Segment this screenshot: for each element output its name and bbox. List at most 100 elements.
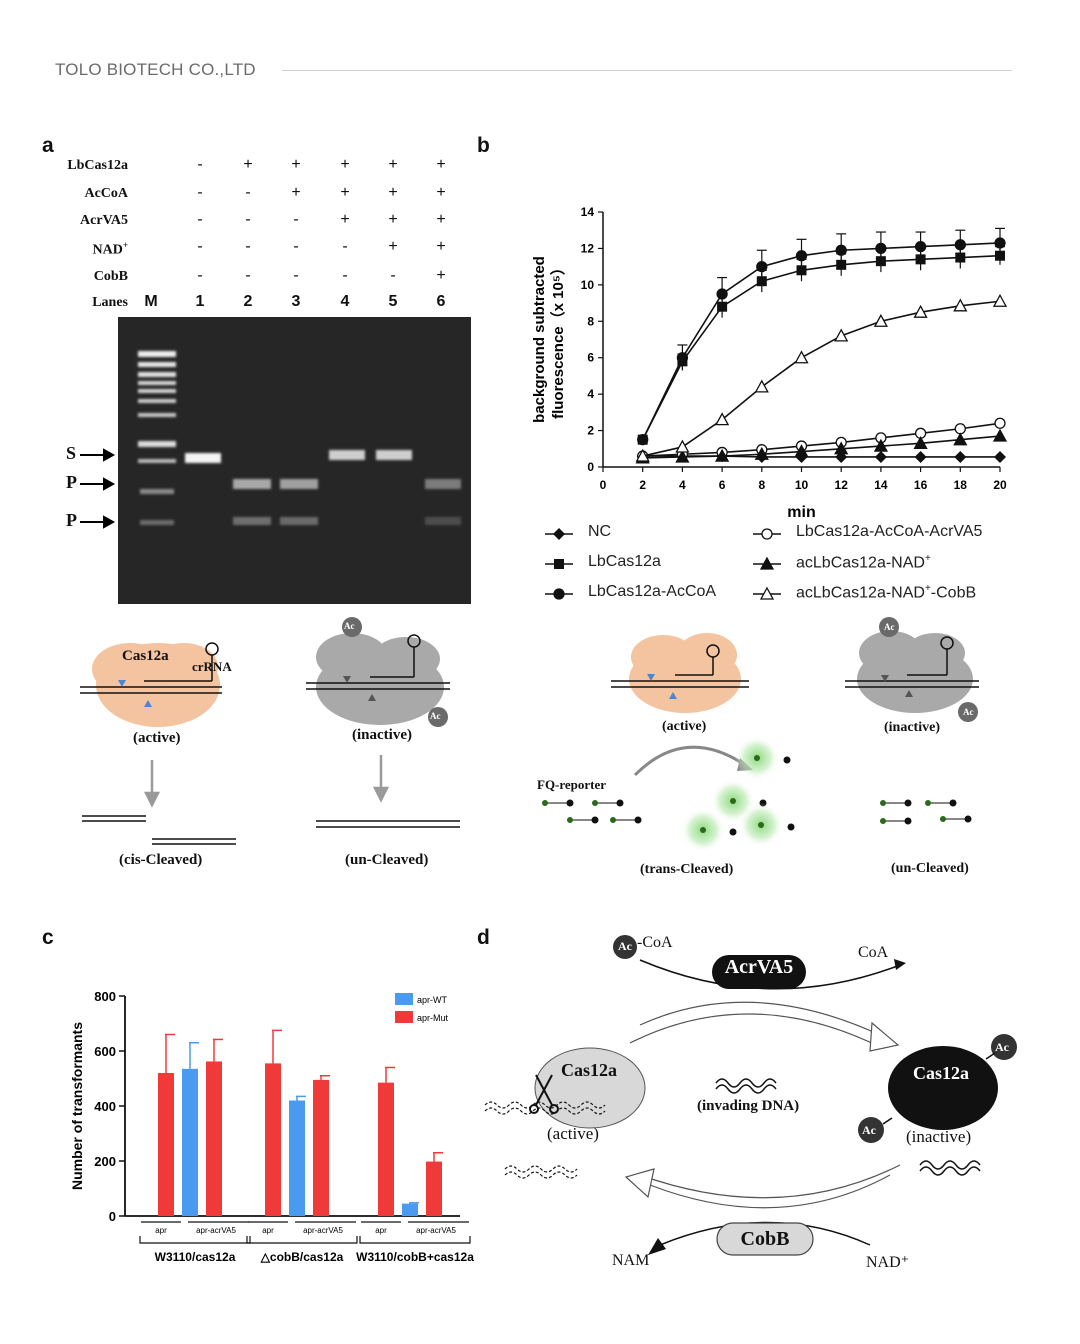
- row-label-4: CobB: [93, 269, 128, 284]
- active-label-a: (active): [133, 730, 181, 746]
- y-axis-title-line2: fluorescence（x 10⁵）: [549, 260, 567, 419]
- cond-2-2: -: [293, 211, 299, 228]
- legend-swatch: [395, 993, 413, 1005]
- cond-1-5: +: [436, 184, 446, 201]
- crrna-label: crRNA: [192, 659, 232, 674]
- x-tick-label: 0: [600, 478, 607, 492]
- cond-3-3: -: [342, 238, 348, 255]
- cond-1-4: +: [388, 184, 398, 201]
- cond-1-1: -: [245, 184, 251, 201]
- data-point: [953, 298, 968, 312]
- y-tick-label: 0: [109, 1209, 116, 1224]
- legend-label-aclbcas12a-nad-cobb: acLbCas12a-NAD+-CobB: [796, 583, 977, 602]
- fq-reporters: [542, 736, 972, 852]
- sample-bands: [185, 450, 461, 525]
- x-tick-label: 10: [795, 478, 809, 492]
- bar: [158, 1073, 174, 1216]
- x-tick-label: 18: [954, 478, 968, 492]
- lanes-label: Lanes: [92, 295, 128, 310]
- row-label-3: NAD+: [92, 240, 128, 258]
- data-point: [834, 441, 849, 455]
- lane-4: 4: [340, 293, 350, 310]
- marker-arrows: [80, 448, 116, 529]
- data-point: [992, 428, 1008, 442]
- data-point: [914, 240, 927, 253]
- panel-b-label: b: [477, 134, 490, 157]
- cond-4-5: +: [436, 267, 446, 284]
- panel-d-label: d: [477, 926, 490, 949]
- x-tick-label: 12: [835, 478, 849, 492]
- cond-4-4: -: [390, 267, 396, 284]
- bar: [402, 1203, 418, 1216]
- cond-4-1: -: [245, 267, 251, 284]
- cas12a-label-a: Cas12a: [122, 648, 169, 664]
- data-point: [716, 288, 728, 300]
- superscript: +: [924, 553, 931, 564]
- subgroup-label: apr-acrVA5: [416, 1226, 456, 1235]
- y-tick-label: 12: [581, 241, 595, 255]
- ac-badge-d3: Ac: [862, 1123, 876, 1137]
- ac-badge-d1: Ac: [618, 939, 632, 953]
- legend-label-lbcas12a-accoa-acrva5: LbCas12a-AcCoA-AcrVA5: [796, 523, 983, 540]
- data-point: [874, 450, 887, 463]
- cobb-label: CobB: [740, 1228, 790, 1250]
- un-cleaved-label-b: (un-Cleaved): [891, 861, 969, 876]
- cobb-pill: [716, 1222, 814, 1256]
- cond-2-3: +: [340, 211, 350, 228]
- marker-ladder: [138, 351, 176, 525]
- superscript: +: [924, 583, 931, 594]
- active-label-d: (active): [547, 1124, 599, 1143]
- cond-0-2: +: [291, 156, 301, 173]
- data-point: [913, 304, 928, 318]
- bar: [206, 1061, 222, 1216]
- subgroup-label: apr-acrVA5: [303, 1226, 343, 1235]
- y-axis-title-line1: background subtracted: [531, 256, 548, 423]
- x-tick-label: 16: [914, 478, 928, 492]
- cas12a-inactive-label-d: Cas12a: [913, 1063, 970, 1083]
- data-point: [994, 237, 1006, 249]
- cas12a-active-label-d: Cas12a: [561, 1060, 618, 1080]
- marker-p2: P: [66, 510, 77, 530]
- data-point: [954, 239, 966, 251]
- bar: [289, 1100, 305, 1216]
- group-bracket: [359, 1236, 471, 1244]
- acrva5-label: AcrVA5: [724, 956, 794, 978]
- data-point: [795, 250, 808, 262]
- gel-image: [118, 317, 471, 604]
- data-point: [914, 450, 927, 463]
- lane-1: 1: [195, 293, 205, 310]
- data-point: [913, 435, 928, 449]
- y-tick-label: 0: [587, 460, 594, 474]
- marker-s: S: [66, 443, 77, 463]
- ac-badge-b1: Ac: [884, 622, 895, 632]
- panel-c-label: c: [42, 926, 54, 949]
- gel-bands: [138, 351, 461, 525]
- legend-label-nc: NC: [588, 523, 612, 540]
- marker-p1: P: [66, 472, 77, 492]
- cond-1-0: -: [197, 184, 203, 201]
- group-bracket: [139, 1236, 251, 1244]
- ac-badge-a1: Ac: [344, 621, 355, 631]
- cond-0-3: +: [340, 156, 350, 173]
- lane-2: 2: [243, 293, 253, 310]
- series-line-4: [642, 435, 1001, 459]
- series-line-5: [642, 300, 1001, 457]
- cond-4-0: -: [197, 267, 203, 284]
- group-bracket: [246, 1236, 358, 1244]
- data-point: [994, 417, 1006, 429]
- y-tick-label: 8: [587, 314, 594, 328]
- data-point: [954, 450, 967, 463]
- nad-label: NAD⁺: [866, 1254, 910, 1271]
- cond-1-3: +: [340, 184, 350, 201]
- x-tick-label: 20: [993, 478, 1007, 492]
- transformants-chart: 0 200 400 600 800 Number of transformants apr a…: [69, 989, 474, 1264]
- ac-badge-b2: Ac: [963, 707, 974, 717]
- legend-marker: [553, 528, 565, 540]
- subgroup-label: apr: [155, 1226, 167, 1235]
- y-tick-label: 800: [94, 989, 116, 1004]
- un-cleaved-label-a: (un-Cleaved): [345, 852, 429, 868]
- data-point: [875, 242, 887, 255]
- data-point: [676, 352, 689, 364]
- y-tick-label: 400: [94, 1099, 116, 1114]
- legend-label: apr-WT: [417, 995, 447, 1005]
